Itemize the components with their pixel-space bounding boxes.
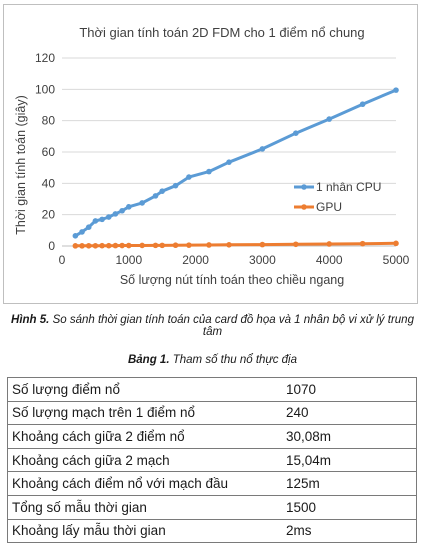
data-point [326,241,333,247]
legend-label: 1 nhân CPU [316,180,381,194]
y-tick-label: 120 [35,51,55,65]
data-point [112,242,119,249]
y-tick-label: 20 [42,208,56,222]
y-tick-label: 100 [35,82,55,96]
param-value: 125m [270,471,417,496]
x-tick-label: 2000 [182,253,209,267]
data-point [172,242,179,249]
data-point [105,214,112,220]
data-point [92,242,99,249]
param-name: Số lượng mạch trên 1 điểm nổ [7,400,270,426]
data-point [152,242,159,249]
table-caption-label: Bảng 1. [127,354,170,366]
x-tick-label: 5000 [383,253,410,267]
table-caption-text: Tham số thu nổ thực địa [169,354,297,366]
table-row: Số lượng mạch trên 1 điểm nổ 240 [7,400,417,426]
x-tick-label: 0 [59,253,66,267]
legend-marker [301,204,307,210]
legend-marker [301,184,307,190]
table-caption: Bảng 1. Tham số thu nổ thực địa [0,354,425,366]
data-point [206,168,212,175]
param-value: 1500 [270,494,417,520]
table-row: Khoảng lấy mẫu thời gian 2ms [7,518,417,544]
data-point [226,159,232,165]
tick-labels: 0 20 40 60 80 100 120 0 1000 2000 3000 4000 5000 [35,51,410,267]
data-point [152,193,159,199]
y-tick-label: 80 [42,114,56,128]
data-point [85,224,92,230]
data-point [99,216,105,223]
y-tick-label: 60 [42,145,56,159]
data-point [139,200,145,206]
legend-label: GPU [316,200,342,214]
x-tick-label: 4000 [316,253,343,267]
data-point [119,242,125,249]
data-point [126,242,132,249]
data-point [126,204,132,210]
x-tick-label: 1000 [115,253,142,267]
series-lines [72,87,399,249]
x-axis-label: Số lượng nút tính toán theo chiều ngang [120,273,344,287]
legend: 1 nhân CPU GPU [294,180,381,214]
chart-svg: Thời gian tính toán 2D FDM cho 1 điểm nổ… [14,25,410,287]
param-value: 15,04m [270,447,417,473]
param-value: 1070 [270,377,417,402]
data-point [72,243,79,249]
data-point [393,240,399,247]
param-name: Khoảng lấy mẫu thời gian [7,518,270,544]
parameter-table-body: Số lượng điểm nổ 1070 Số lượng mạch trên … [7,377,417,544]
data-point [139,242,145,249]
param-name: Khoảng cách điểm nổ với mạch đầu [7,471,270,496]
y-tick-label: 0 [48,239,55,253]
data-point [186,242,192,248]
data-point [226,242,232,248]
data-point [119,207,125,214]
table-row: Khoảng cách điểm nổ với mạch đầu 125m [7,471,417,496]
table-row: Tổng số mẫu thời gian 1500 [7,494,417,520]
data-point [359,240,366,247]
param-value: 240 [270,400,417,426]
param-name: Khoảng cách giữa 2 mạch [7,447,270,473]
data-point [206,242,212,248]
data-point [85,242,92,249]
param-value: 2ms [270,518,417,544]
parameter-table: Số lượng điểm nổ 1070 Số lượng mạch trên … [7,377,417,544]
data-point [393,87,399,93]
data-point [159,188,165,194]
chart-frame: Thời gian tính toán 2D FDM cho 1 điểm nổ… [3,4,418,304]
data-point [259,146,266,152]
data-point [172,182,179,189]
data-point [79,243,85,249]
data-point [105,242,112,249]
data-point [259,241,266,248]
param-name: Số lượng điểm nổ [7,377,270,402]
data-point [99,242,105,249]
y-axis-label: Thời gian tính toán (giây) [14,95,28,235]
y-tick-label: 40 [42,176,56,190]
param-name: Tổng số mẫu thời gian [7,494,270,520]
series-line-0 [74,88,397,238]
figure-caption: Hình 5. So sánh thời gian tính toán của … [0,314,425,338]
data-point [186,174,192,180]
param-value: 30,08m [270,424,417,449]
figure-caption-label: Hình 5. [11,314,50,326]
data-point [326,116,333,122]
data-point [112,211,119,217]
table-row: Số lượng điểm nổ 1070 [7,377,417,402]
x-tick-label: 3000 [249,253,276,267]
table-row: Khoảng cách giữa 2 điểm nổ 30,08m [7,424,417,449]
data-point [79,229,85,235]
table-row: Khoảng cách giữa 2 mạch 15,04m [7,447,417,473]
data-point [293,241,299,248]
figure-caption-text: So sánh thời gian tính toán của card đồ … [49,314,414,338]
chart-title: Thời gian tính toán 2D FDM cho 1 điểm nổ… [79,25,364,40]
data-point [159,242,165,249]
param-name: Khoảng cách giữa 2 điểm nổ [7,424,270,449]
data-point [92,218,99,224]
data-point [72,233,79,239]
data-point [293,130,299,136]
data-point [359,101,366,108]
grid-lines [62,57,396,216]
